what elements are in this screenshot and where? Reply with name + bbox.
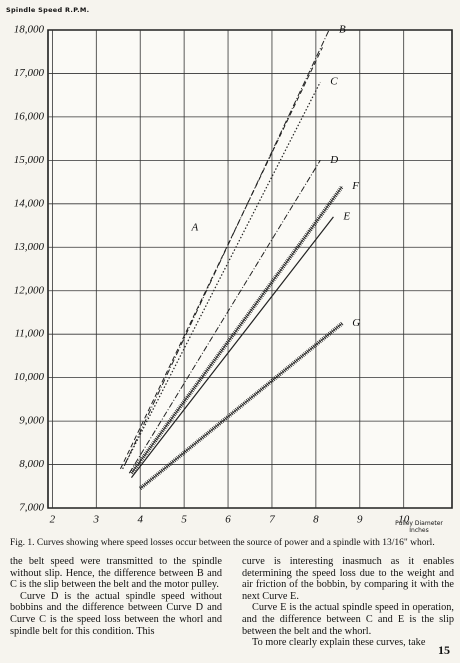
paragraph: To more clearly explain these curves, ta… [252, 637, 426, 649]
y-tick-label: 8,000 [19, 458, 44, 470]
x-tick-label: 4 [137, 514, 143, 526]
paragraph: Curve D is the actual spindle speed with… [10, 590, 222, 637]
y-tick-label: 15,000 [14, 154, 45, 166]
paragraph: Curve E is the actual spindle speed in o… [242, 602, 454, 637]
x-axis-label: Pulley Diameter Inches [395, 520, 443, 534]
text-column: the belt speed were transmitted to the s… [10, 556, 222, 649]
chart: 7,000 8,000 9,000 10,000 11,000 12,000 13,000 1… [14, 24, 453, 526]
curve [124, 29, 330, 465]
text-column: curve is interesting inasmuch as it enab… [242, 556, 454, 649]
y-tick-label: 14,000 [14, 197, 45, 209]
curve-label: C [330, 76, 338, 88]
curve [122, 81, 321, 470]
curve-label: F [351, 180, 359, 192]
paragraph: curve is interesting inasmuch as it enab… [242, 556, 454, 602]
y-tick-label: 9,000 [19, 415, 44, 427]
y-tick-label: 13,000 [14, 241, 45, 253]
curve [120, 47, 323, 470]
curve-label: D [329, 154, 338, 166]
x-tick-label: 2 [50, 514, 56, 526]
curve-label: A [190, 222, 198, 234]
y-tick-label: 11,000 [15, 328, 45, 340]
page-number: 15 [438, 643, 450, 657]
y-axis-label: Spindle Speed R.P.M. [6, 6, 90, 14]
x-tick-label: 6 [225, 514, 231, 526]
x-tick-label: 3 [93, 514, 100, 526]
body-text: the belt speed were transmitted to the s… [10, 556, 454, 649]
curve [130, 216, 334, 478]
plot-area [47, 29, 453, 509]
y-tick-label: 17,000 [14, 67, 45, 79]
y-tick-label: 16,000 [14, 110, 45, 122]
y-tick-label: 10,000 [14, 371, 45, 383]
y-tick-label: 18,000 [14, 24, 45, 36]
x-tick-label: 9 [357, 514, 363, 526]
y-tick-label: 7,000 [19, 502, 44, 514]
curve-label: G [352, 317, 360, 329]
x-tick-label: 10 [398, 514, 410, 526]
figure-caption: Fig. 1. Curves showing where speed losse… [10, 538, 435, 548]
curve-core [139, 323, 343, 489]
paragraph: the belt speed were transmitted to the s… [10, 556, 222, 591]
curve-label: E [342, 210, 350, 222]
y-tick-label: 12,000 [14, 284, 45, 296]
curve-label: B [339, 24, 346, 36]
x-tick-label: 5 [181, 514, 187, 526]
curve [128, 160, 321, 474]
x-tick-label: 8 [313, 514, 319, 526]
x-tick-label: 7 [269, 514, 275, 526]
curve-core [131, 186, 343, 474]
